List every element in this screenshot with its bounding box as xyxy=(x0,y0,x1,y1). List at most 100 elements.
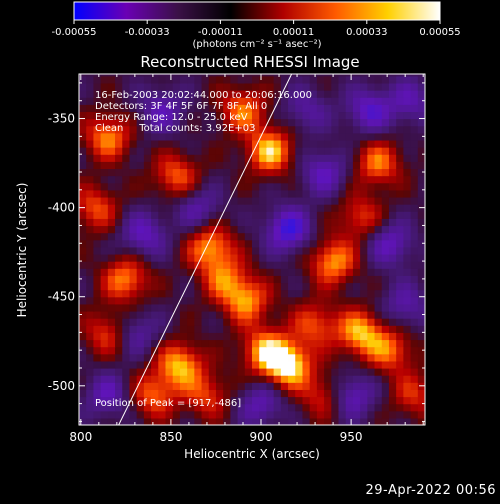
heatmap-cell xyxy=(201,339,210,348)
heatmap-cell xyxy=(230,104,239,113)
heatmap-cell xyxy=(179,125,188,134)
heatmap-cell xyxy=(381,147,390,155)
heatmap-cell xyxy=(151,325,159,333)
heatmap-cell xyxy=(316,225,325,234)
heatmap-cell xyxy=(223,74,231,77)
heatmap-cell xyxy=(259,204,268,212)
heatmap-cell xyxy=(237,403,246,412)
heatmap-cell xyxy=(129,147,138,155)
heatmap-cell xyxy=(79,310,87,319)
heatmap-cell xyxy=(122,246,131,255)
heatmap-cell xyxy=(201,282,210,291)
heatmap-cell xyxy=(86,154,95,162)
heatmap-cell xyxy=(93,118,102,127)
heatmap-cell xyxy=(331,232,340,241)
heatmap-cell xyxy=(388,189,397,198)
heatmap-cell xyxy=(316,118,325,127)
heatmap-cell xyxy=(201,239,210,248)
heatmap-cell xyxy=(158,125,167,134)
heatmap-cell xyxy=(172,367,181,376)
heatmap-cell xyxy=(280,353,289,362)
heatmap-cell xyxy=(115,310,123,319)
heatmap-cell xyxy=(237,125,246,134)
heatmap-cell xyxy=(259,189,268,198)
heatmap-cell xyxy=(316,389,325,398)
heatmap-cell xyxy=(100,218,109,227)
heatmap-cell xyxy=(86,268,95,276)
heatmap-cell xyxy=(352,182,361,191)
heatmap-cell xyxy=(345,389,354,398)
heatmap-cell xyxy=(273,189,282,198)
heatmap-cell xyxy=(129,325,138,333)
heatmap-cell xyxy=(237,97,246,105)
heatmap-cell xyxy=(230,367,239,376)
heatmap-cell xyxy=(316,111,325,120)
heatmap-cell xyxy=(172,168,181,177)
heatmap-cell xyxy=(172,360,181,369)
heatmap-cell xyxy=(266,346,275,355)
heatmap-cell xyxy=(230,396,239,405)
heatmap-cell xyxy=(345,82,354,91)
heatmap-cell xyxy=(259,132,268,141)
heatmap-cell xyxy=(403,239,412,248)
heatmap-cell xyxy=(381,161,390,170)
heatmap-cell xyxy=(381,139,390,148)
heatmap-cell xyxy=(345,204,354,212)
heatmap-cell xyxy=(417,132,425,141)
heatmap-cell xyxy=(143,410,152,419)
heatmap-cell xyxy=(86,346,95,355)
heatmap-cell xyxy=(396,396,404,405)
heatmap-cell xyxy=(374,261,383,269)
heatmap-cell xyxy=(273,325,282,333)
heatmap-cell xyxy=(122,282,131,291)
colorbar-tick-label: 0.00033 xyxy=(346,27,387,38)
heatmap-cell xyxy=(208,303,217,312)
heatmap-cell xyxy=(338,125,347,134)
heatmap-cell xyxy=(252,367,260,376)
heatmap-cell xyxy=(237,268,246,276)
heatmap-cell xyxy=(374,282,383,291)
heatmap-cell xyxy=(309,268,318,276)
heatmap-cell xyxy=(115,353,123,362)
heatmap-cell xyxy=(316,417,325,425)
heatmap-cell xyxy=(158,168,167,177)
heatmap-cell xyxy=(352,196,361,205)
heatmap-cell xyxy=(288,318,296,326)
heatmap-cell xyxy=(158,218,167,227)
y-tick-label: -450 xyxy=(48,290,75,304)
heatmap-cell xyxy=(324,211,332,219)
heatmap-cell xyxy=(324,239,332,248)
heatmap-cell xyxy=(417,282,425,291)
heatmap-cell xyxy=(93,417,102,425)
heatmap-cell xyxy=(410,382,419,390)
heatmap-cell xyxy=(403,353,412,362)
heatmap-cell xyxy=(122,175,131,184)
heatmap-cell xyxy=(266,111,275,120)
heatmap-cell xyxy=(165,268,174,276)
heatmap-cell xyxy=(187,375,195,383)
heatmap-cell xyxy=(316,360,325,369)
heatmap-cell xyxy=(417,118,425,127)
heatmap-cell xyxy=(179,168,188,177)
heatmap-cell xyxy=(129,97,138,105)
heatmap-cell xyxy=(136,161,145,170)
heatmap-cell xyxy=(417,389,425,398)
heatmap-cell xyxy=(410,325,419,333)
heatmap-cell xyxy=(179,204,188,212)
heatmap-cell xyxy=(295,154,304,162)
heatmap-cell xyxy=(309,161,318,170)
heatmap-cell xyxy=(179,268,188,276)
heatmap-cell xyxy=(259,389,268,398)
heatmap-cell xyxy=(288,225,296,234)
heatmap-cell xyxy=(115,204,123,212)
heatmap-cell xyxy=(215,204,224,212)
heatmap-cell xyxy=(367,196,376,205)
heatmap-cell xyxy=(100,125,109,134)
info-annotations: 16-Feb-2003 20:02:44.000 to 20:06:16.000… xyxy=(95,90,312,134)
heatmap-cell xyxy=(136,74,145,77)
heatmap-cell xyxy=(273,289,282,298)
heatmap-cell xyxy=(201,410,210,419)
heatmap-cell xyxy=(151,118,159,127)
heatmap-cell xyxy=(345,74,354,77)
heatmap-cell xyxy=(143,111,152,120)
